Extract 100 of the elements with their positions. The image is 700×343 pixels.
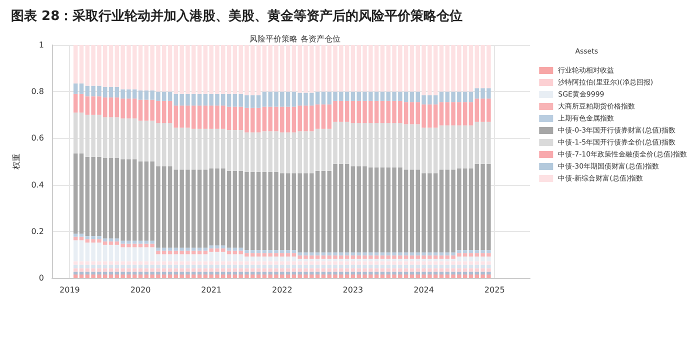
bar [108,158,114,238]
bar [108,238,114,242]
bar [138,45,143,90]
bar [468,274,474,278]
bar [79,240,84,262]
bar [79,272,84,275]
bar [108,268,114,272]
y-tick-label: 1 [38,40,44,50]
bar [73,272,78,275]
bar [138,268,143,272]
bar [168,264,172,268]
bar [138,264,143,268]
bar [108,241,114,245]
bar [439,102,444,126]
bar [410,170,414,252]
bar [168,248,172,251]
y-tick-label: 0 [38,274,44,282]
bar [138,100,143,121]
chart-title: 图表 28：采取行业轮动并加入港股、美股、黄金等资产后的风险平价策略仓位 [11,8,463,24]
bar [79,45,84,84]
bar [73,153,78,234]
bar [138,247,143,262]
x-tick-label: 2023 [342,286,364,294]
bar [73,236,78,240]
bar [439,45,444,92]
bar [439,272,444,275]
bar [108,272,114,275]
chart-subtitle: 风险平价策略 各资产仓位 [250,34,340,44]
bar [468,45,474,92]
bar [108,274,114,278]
bar [468,168,474,250]
bar [410,264,414,268]
bar [108,45,114,87]
bar [73,268,78,272]
bar [468,268,474,272]
bar [108,97,114,118]
bar [138,272,143,275]
bar [168,254,172,262]
bar [410,92,414,102]
y-tick-label: 0.4 [31,180,44,190]
y-tick-label: 0.8 [31,87,44,96]
bar [439,255,444,259]
bar [73,83,78,94]
bar [73,94,78,113]
bar [468,272,474,275]
bar [439,268,444,272]
x-tick-label: 2019 [60,286,80,294]
bar [138,274,143,278]
y-tick-label: 0.6 [31,134,44,143]
bar [410,102,414,124]
bar [79,83,84,94]
bar [410,272,414,275]
bar [108,244,114,262]
y-axis-title: 权重 [12,154,21,170]
bar [410,45,414,92]
bar [439,264,444,268]
x-tick-label: 2021 [201,286,222,294]
bar [410,268,414,272]
bar [468,264,474,268]
bar [79,94,84,113]
x-tick-label: 2025 [484,286,505,294]
bar [79,274,84,278]
bar [79,153,84,234]
bar [439,252,444,256]
bar [468,102,474,126]
bar [439,274,444,278]
bar [108,86,114,98]
bar [168,166,172,248]
x-tick-label: 2020 [130,286,151,294]
x-tick-label: 2024 [414,286,434,294]
bar [468,256,474,262]
bar [138,240,143,244]
bar [439,92,444,102]
bar [73,234,78,237]
bar [73,240,78,262]
bar [468,92,474,102]
bar [168,268,172,272]
bar [138,244,143,248]
bar [168,274,172,278]
bar [108,264,114,268]
bar [73,274,78,278]
y-tick-label: 0.2 [31,226,44,236]
bar [168,250,172,254]
bar [468,250,474,254]
bar [79,268,84,272]
bar [138,162,143,241]
bar [73,264,78,268]
bar [468,253,474,257]
bar [168,45,172,92]
bar [79,264,84,268]
bar [439,170,444,252]
bar [410,274,414,278]
bar [410,255,414,259]
bar [138,90,143,100]
bar [168,92,172,101]
bar [73,45,78,84]
bar [79,234,84,237]
bar [168,272,172,275]
x-tick-label: 2022 [272,286,292,294]
bar [79,236,84,240]
